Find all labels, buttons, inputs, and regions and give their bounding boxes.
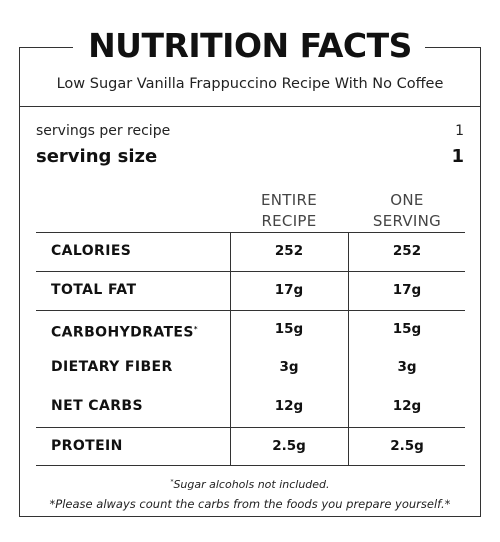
entire-recipe-value: 252 [274,243,304,259]
top-rule-left [19,47,73,48]
serving-size-value: 1 [451,146,464,167]
one-serving-value: 12g [392,398,422,414]
entire-recipe-value: 12g [274,398,304,414]
table-row: TOTAL FAT 17g 17g [36,271,465,310]
entire-recipe-value: 2.5g [272,438,306,454]
nutrient-label: PROTEIN [51,438,123,454]
one-serving-value: 15g [392,321,422,337]
nutrient-label: DIETARY FIBER [51,359,173,375]
nutrient-label: TOTAL FAT [51,282,137,298]
one-serving-value: 17g [392,282,422,298]
column-header-line: SERVING [372,212,442,230]
column-divider [348,232,349,466]
table-row: CARBOHYDRATES* 15g 15g [36,310,465,349]
nutrition-title: NUTRITION FACTS [88,26,412,65]
divider [19,106,481,107]
footnote-disclaimer: *Please always count the carbs from the … [49,497,451,511]
column-header-entire-recipe: ENTIRE RECIPE [230,190,348,232]
footnote-marker: * [193,325,198,333]
one-serving-value: 252 [392,243,422,259]
table-row: NET CARBS 12g 12g [36,388,465,427]
one-serving-value: 2.5g [390,438,424,454]
footnote-sugar-alcohols: *Sugar alcohols not included. [19,478,481,491]
top-rule-right [425,47,481,48]
nutrient-label: CALORIES [51,243,132,259]
servings-per-recipe-label: servings per recipe [36,123,171,139]
one-serving-value: 3g [397,359,417,375]
column-header-line: RECIPE [261,212,317,230]
recipe-subtitle: Low Sugar Vanilla Frappuccino Recipe Wit… [56,76,444,92]
footnote-text: Sugar alcohols not included. [173,478,330,491]
column-header-line: ONE [390,191,424,209]
column-divider [230,232,231,466]
entire-recipe-value: 17g [274,282,304,298]
column-header-line: ENTIRE [261,191,317,209]
column-header-one-serving: ONE SERVING [348,190,466,232]
serving-size-label: serving size [36,146,158,167]
label-frame [19,47,481,517]
servings-per-recipe-value: 1 [455,123,464,139]
table-row: CALORIES 252 252 [36,232,465,271]
table-row: PROTEIN 2.5g 2.5g [36,427,465,466]
nutrition-table: CALORIES 252 252 TOTAL FAT 17g 17g CARBO… [36,232,465,466]
entire-recipe-value: 15g [274,321,304,337]
nutrient-label: NET CARBS [51,398,143,414]
nutrient-label-text: CARBOHYDRATES [51,324,194,341]
nutrient-label: CARBOHYDRATES* [51,311,198,352]
footnote-marker: * [170,478,174,486]
table-row: DIETARY FIBER 3g 3g [36,349,465,388]
entire-recipe-value: 3g [279,359,299,375]
